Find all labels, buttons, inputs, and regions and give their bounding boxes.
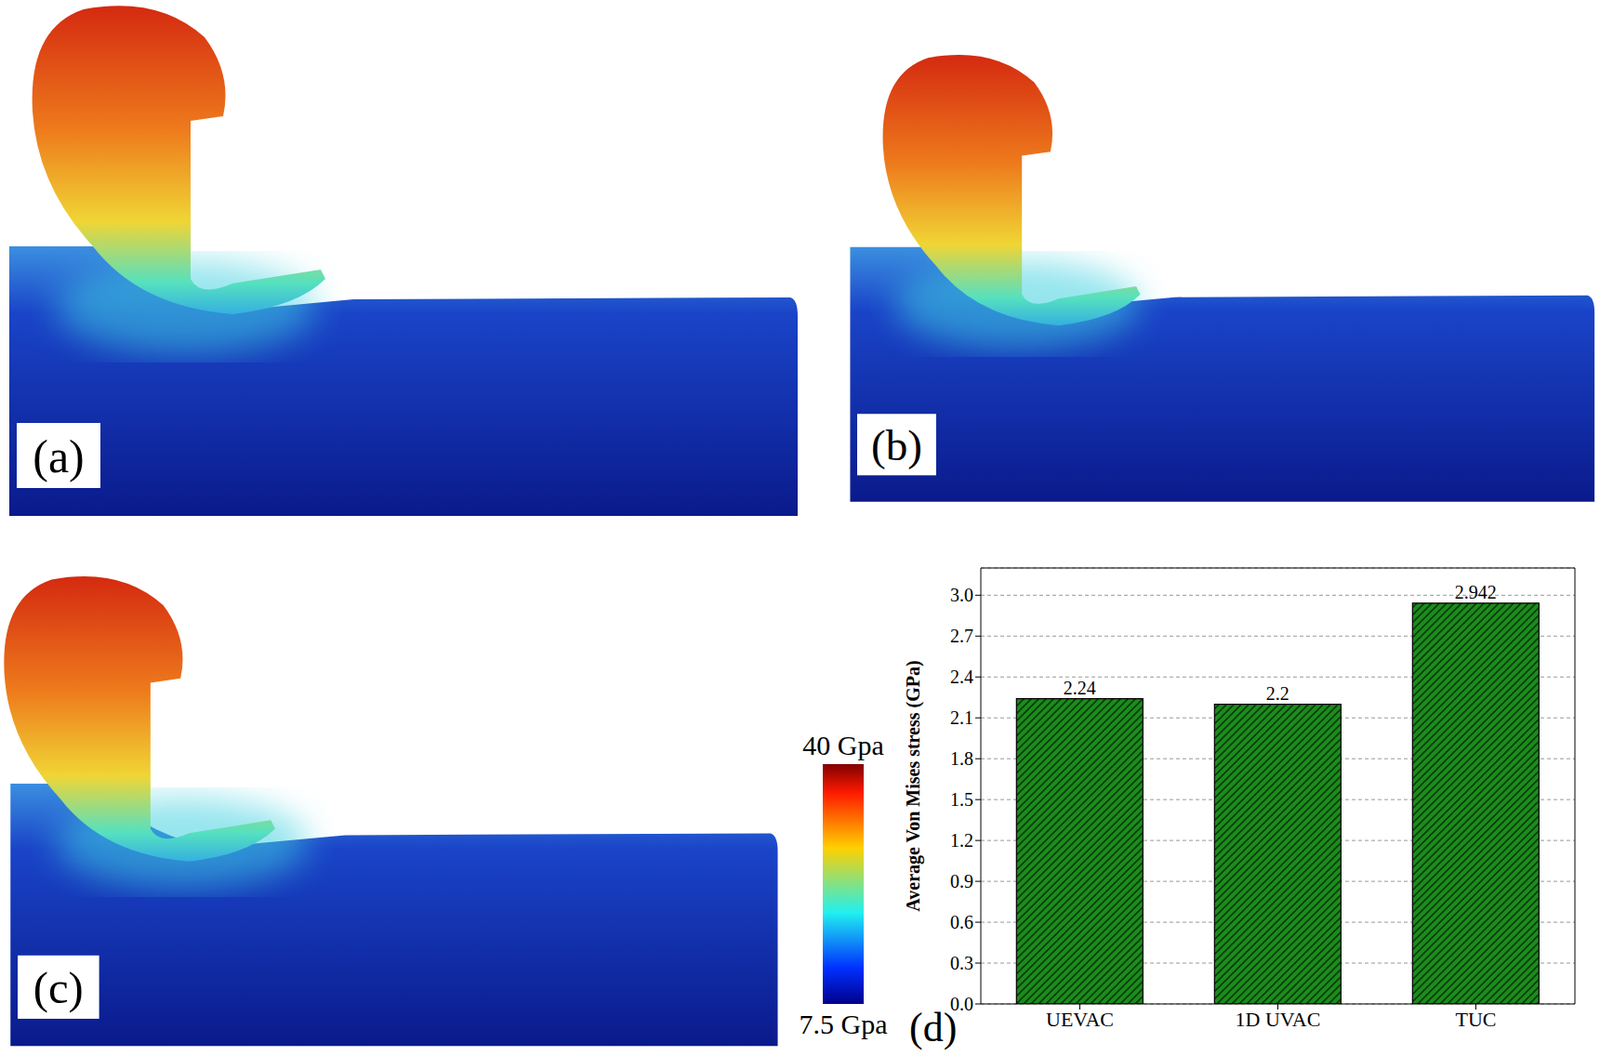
svg-text:1D UVAC: 1D UVAC: [1235, 1007, 1322, 1032]
svg-text:0.0: 0.0: [950, 993, 974, 1015]
svg-text:2.7: 2.7: [950, 625, 974, 647]
svg-text:0.6: 0.6: [950, 912, 974, 933]
svg-text:7.5 Gpa: 7.5 Gpa: [799, 1008, 888, 1040]
html-text:(d): (d): [909, 1004, 957, 1051]
svg-text:TUC: TUC: [1455, 1007, 1497, 1032]
svg-text:0.3: 0.3: [950, 952, 974, 974]
svg-text:1.8: 1.8: [950, 748, 974, 769]
svg-text:(c): (c): [33, 963, 84, 1014]
svg-text:2.24: 2.24: [1063, 677, 1097, 699]
svg-text:1.5: 1.5: [950, 789, 974, 810]
svg-text:2.942: 2.942: [1454, 581, 1497, 603]
svg-text:0.9: 0.9: [950, 871, 974, 892]
svg-text:UEVAC: UEVAC: [1045, 1007, 1114, 1032]
svg-text:40 Gpa: 40 Gpa: [802, 729, 884, 761]
svg-text:2.2: 2.2: [1266, 683, 1290, 704]
svg-text:2.4: 2.4: [950, 666, 974, 688]
svg-text:(b): (b): [871, 421, 923, 470]
svg-text:2.1: 2.1: [950, 707, 974, 728]
svg-text:(a): (a): [32, 430, 85, 483]
svg-text:1.2: 1.2: [950, 830, 974, 851]
svg-text:3.0: 3.0: [950, 584, 974, 606]
svg-text:Average Von Mises stress (GPa): Average Von Mises stress (GPa): [902, 660, 925, 912]
